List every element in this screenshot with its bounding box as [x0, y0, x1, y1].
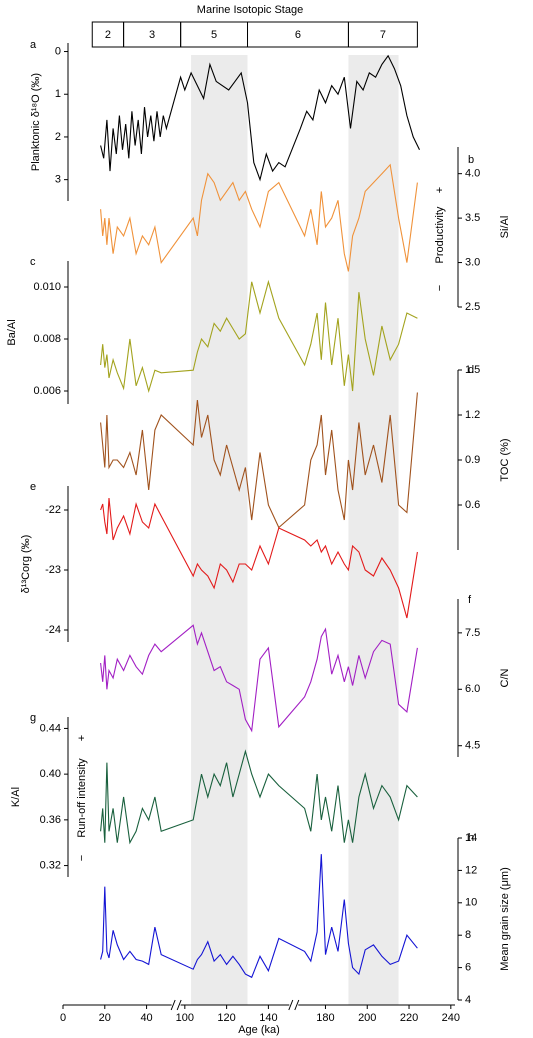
x-tick-label: 100 — [176, 1012, 194, 1024]
y-tick-label: 12 — [465, 864, 477, 876]
y-tick-label: 4.0 — [465, 168, 480, 180]
stage-box — [347, 21, 418, 48]
y-tick-label: 4.5 — [465, 740, 480, 752]
stage-label: 2 — [105, 29, 111, 41]
y-tick-label: 7.5 — [465, 627, 480, 639]
y-tick-label: 6 — [465, 962, 471, 974]
data-line — [100, 749, 418, 845]
data-line — [100, 279, 418, 394]
y-tick-label: 3.5 — [465, 212, 480, 224]
annotation-minus: − — [434, 285, 446, 291]
y-tick-label: 2 — [55, 131, 61, 143]
annotation-plus: + — [434, 187, 446, 193]
y-tick-label: 6.0 — [465, 683, 480, 695]
data-line — [100, 163, 418, 272]
panel-letter: c — [30, 256, 36, 268]
y-axis-label: Si/Al — [499, 216, 511, 239]
stage-label: 3 — [149, 29, 155, 41]
axis-break — [170, 999, 176, 1011]
x-axis-label: Age (ka) — [238, 1024, 280, 1036]
x-tick-label: 20 — [99, 1012, 111, 1024]
y-axis-label: Planktonic δ¹⁸O (‰) — [30, 73, 42, 171]
panel-letter: a — [30, 39, 37, 51]
y-axis-label: TOC (%) — [499, 438, 511, 481]
y-tick-label: 0 — [55, 45, 61, 57]
mis-title: Marine Isotopic Stage — [197, 4, 303, 16]
x-tick-label: 0 — [60, 1012, 66, 1024]
x-tick-label: 120 — [217, 1012, 235, 1024]
data-line — [100, 392, 418, 529]
data-line — [100, 497, 418, 619]
y-axis-label: δ¹³Corg (‰) — [20, 535, 32, 594]
y-tick-label: -24 — [45, 624, 61, 636]
y-tick-label: 0.44 — [40, 722, 61, 734]
y-tick-label: 2.5 — [465, 301, 480, 313]
panel-letter: h — [468, 832, 474, 844]
y-axis-label: Ba/Al — [6, 319, 18, 345]
y-tick-label: 0.6 — [465, 499, 480, 511]
x-tick-label: 140 — [259, 1012, 277, 1024]
data-line — [100, 624, 418, 733]
stage-label: 7 — [380, 29, 386, 41]
y-tick-label: 0.008 — [33, 333, 61, 345]
y-tick-label: 0.006 — [33, 385, 61, 397]
x-tick-label: 180 — [316, 1012, 334, 1024]
axis-break — [294, 999, 300, 1011]
y-tick-label: 8 — [465, 929, 471, 941]
panel-letter: b — [468, 154, 474, 166]
axis-break — [176, 999, 182, 1011]
y-tick-label: 0.9 — [465, 454, 480, 466]
y-axis-label: Mean grain size (μm) — [499, 867, 511, 971]
y-tick-label: 10 — [465, 897, 477, 909]
panel-letter: f — [468, 594, 472, 606]
y-axis-label: K/Al — [10, 787, 22, 807]
y-axis-label: C/N — [499, 668, 511, 687]
shaded-interval — [348, 55, 399, 1005]
x-tick-label: 200 — [358, 1012, 376, 1024]
y-tick-label: 4 — [465, 994, 471, 1006]
y-tick-label: 1.5 — [465, 364, 480, 376]
annotation-minus: − — [76, 855, 88, 861]
y-tick-label: -23 — [45, 564, 61, 576]
y-tick-label: 1.2 — [465, 409, 480, 421]
data-line — [100, 854, 418, 979]
stage-label: 5 — [211, 29, 217, 41]
data-line — [100, 54, 420, 182]
y-tick-label: -22 — [45, 504, 61, 516]
annotation-plus: + — [76, 735, 88, 741]
y-tick-label: 0.010 — [33, 281, 61, 293]
background — [191, 55, 399, 1005]
annotation: Run-off intensity — [76, 758, 88, 838]
panel-letter: d — [468, 364, 474, 376]
axis-break — [288, 999, 294, 1011]
y-tick-label: 14 — [465, 832, 477, 844]
y-tick-label: 0.40 — [40, 768, 61, 780]
y-tick-label: 3 — [55, 174, 61, 186]
stage-label: 6 — [295, 29, 301, 41]
y-tick-label: 3.0 — [465, 256, 480, 268]
x-tick-label: 40 — [140, 1012, 152, 1024]
y-tick-label: 1 — [55, 88, 61, 100]
panel-letter: e — [30, 481, 36, 493]
x-tick-label: 220 — [400, 1012, 418, 1024]
annotation: Productivity — [434, 206, 446, 263]
y-tick-label: 0.36 — [40, 814, 61, 826]
panel-letter: g — [30, 712, 36, 724]
y-tick-label: 0.32 — [40, 859, 61, 871]
x-tick-label: 240 — [442, 1012, 460, 1024]
